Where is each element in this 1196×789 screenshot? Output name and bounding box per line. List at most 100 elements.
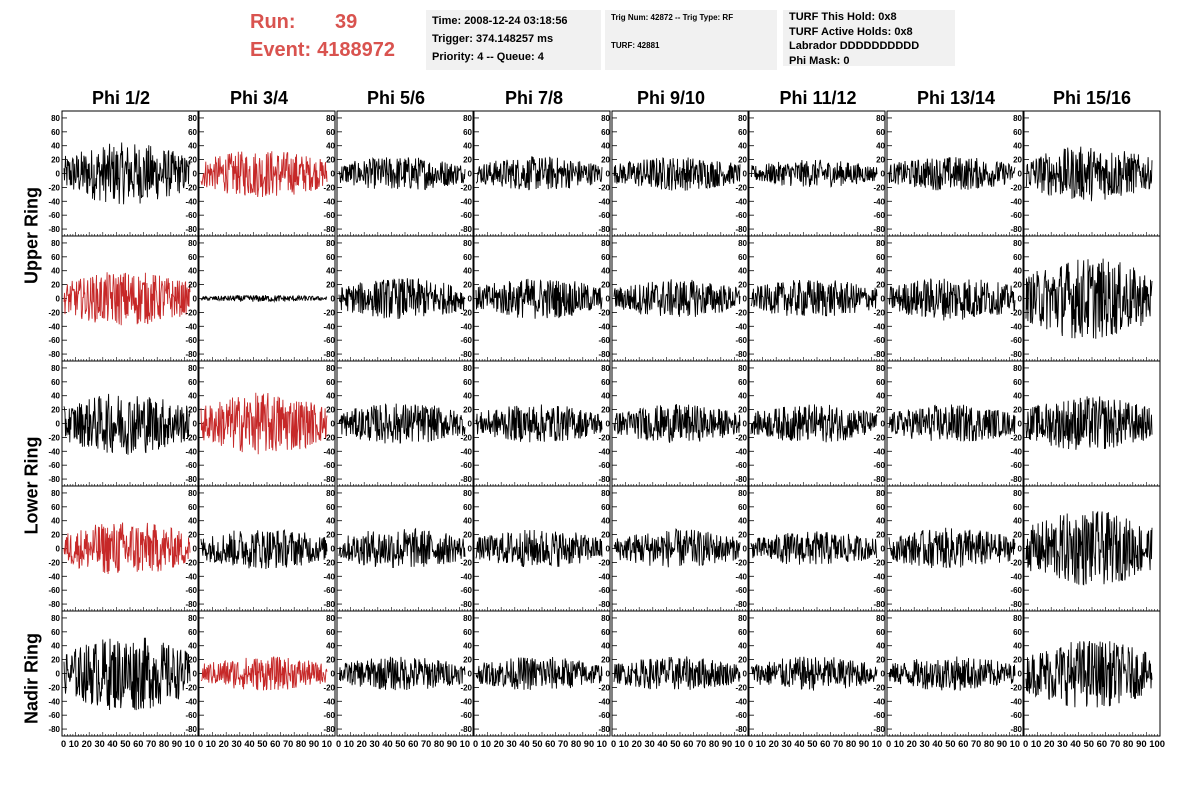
y-tick-label: 60 xyxy=(188,503,197,512)
panel-r4-c0: -80 -60 -40 -20 0 20 40 60 80 xyxy=(48,610,199,737)
y-tick-label: 0 xyxy=(331,295,336,304)
y-tick-label: 0 xyxy=(193,670,198,679)
panel-r3-c3: -80 -60 -40 -20 0 20 40 60 80 xyxy=(460,485,611,612)
panel-r1-c7: -80 -60 -40 -20 0 20 40 60 80 xyxy=(1010,235,1161,362)
y-tick-label: -40 xyxy=(598,197,610,206)
y-tick-label: 0 xyxy=(606,170,611,179)
y-tick-label: 20 xyxy=(326,156,335,165)
y-tick-label: 80 xyxy=(51,114,60,123)
y-tick-label: 40 xyxy=(326,517,335,526)
y-tick-label: -80 xyxy=(460,350,472,359)
y-tick-label: -20 xyxy=(460,558,472,567)
y-tick-label: -40 xyxy=(873,697,885,706)
y-tick-label: -20 xyxy=(735,308,747,317)
y-tick-label: 80 xyxy=(601,114,610,123)
waveform-trace xyxy=(475,156,603,191)
y-tick-label: -40 xyxy=(48,322,60,331)
y-tick-label: 0 xyxy=(193,420,198,429)
column-title-phi-11-12: Phi 11/12 xyxy=(779,88,857,108)
run-label: Run: xyxy=(250,11,296,33)
y-tick-label: 60 xyxy=(188,378,197,387)
column-title-phi-13-14: Phi 13/14 xyxy=(916,88,996,108)
column-title-phi-7-8: Phi 7/8 xyxy=(504,88,564,108)
y-tick-label: 0 xyxy=(468,670,473,679)
y-tick-label: 40 xyxy=(463,517,472,526)
y-tick-label: 0 xyxy=(56,670,61,679)
y-tick-label: -80 xyxy=(460,225,472,234)
waveform-trace xyxy=(613,528,741,568)
y-tick-label: -20 xyxy=(185,308,197,317)
y-tick-label: 80 xyxy=(876,364,885,373)
y-tick-label: 0 xyxy=(881,420,886,429)
y-tick-label: -80 xyxy=(460,600,472,609)
waveform-trace xyxy=(888,527,1016,569)
y-tick-label: 0 xyxy=(331,670,336,679)
column-title-phi-5-6: Phi 5/6 xyxy=(366,88,426,108)
y-tick-label: -60 xyxy=(185,336,197,345)
y-tick-label: -40 xyxy=(873,197,885,206)
y-tick-label: 0 xyxy=(193,295,198,304)
y-tick-label: 20 xyxy=(601,531,610,540)
x-tick-labels: 0 10 20 30 40 50 60 70 80 90 10 xyxy=(886,739,1020,749)
turf-active-holds-text: TURF Active Holds: 0x8 xyxy=(789,25,913,38)
y-tick-label: 60 xyxy=(601,378,610,387)
y-tick-label: -80 xyxy=(185,475,197,484)
y-tick-label: 0 xyxy=(743,545,748,554)
y-tick-label: 40 xyxy=(51,392,60,401)
y-tick-label: -40 xyxy=(185,447,197,456)
y-tick-label: 60 xyxy=(463,128,472,137)
y-tick-label: 20 xyxy=(738,156,747,165)
panel-r3-c6: -80 -60 -40 -20 0 20 40 60 80 xyxy=(873,485,1024,612)
y-tick-label: -20 xyxy=(48,683,60,692)
y-tick-label: -80 xyxy=(735,475,747,484)
y-tick-label: -80 xyxy=(598,475,610,484)
event-value: 4188972 xyxy=(317,39,395,61)
y-tick-label: 60 xyxy=(601,503,610,512)
y-tick-label: -40 xyxy=(1010,447,1022,456)
y-tick-label: -60 xyxy=(873,711,885,720)
y-tick-label: 80 xyxy=(326,239,335,248)
y-tick-label: 80 xyxy=(51,489,60,498)
y-tick-label: -40 xyxy=(185,572,197,581)
y-tick-label: -40 xyxy=(48,572,60,581)
event-row: Event: 4188972 xyxy=(250,36,420,64)
y-tick-label: -60 xyxy=(48,336,60,345)
y-tick-label: 80 xyxy=(1013,614,1022,623)
waveform-trace xyxy=(475,529,603,568)
time-text: Time: 2008-12-24 03:18:56 xyxy=(432,15,568,27)
y-tick-label: 80 xyxy=(876,614,885,623)
y-tick-label: -40 xyxy=(460,697,472,706)
y-tick-label: 0 xyxy=(331,545,336,554)
waveform-trace xyxy=(338,527,466,569)
y-tick-label: 40 xyxy=(188,517,197,526)
y-tick-label: -60 xyxy=(460,211,472,220)
y-tick-label: 0 xyxy=(743,420,748,429)
y-tick-label: 80 xyxy=(1013,364,1022,373)
y-tick-label: 60 xyxy=(1013,253,1022,262)
y-tick-label: 20 xyxy=(876,281,885,290)
y-tick-label: 60 xyxy=(463,628,472,637)
y-tick-label: -20 xyxy=(598,308,610,317)
panel-r0-c3: -80 -60 -40 -20 0 20 40 60 80 xyxy=(460,110,611,237)
panel-r3-c0: -80 -60 -40 -20 0 20 40 60 80 xyxy=(48,485,199,612)
run-event-box: Run: 39 Event: 4188972 xyxy=(250,8,420,64)
y-tick-label: -80 xyxy=(598,725,610,734)
waveform-trace xyxy=(63,272,191,326)
panel-r1-c1: -80 -60 -40 -20 0 20 40 60 80 xyxy=(185,235,336,362)
y-tick-label: 40 xyxy=(601,517,610,526)
waveform-trace xyxy=(1025,396,1153,450)
waveform-trace xyxy=(888,278,1016,321)
y-tick-label: -80 xyxy=(735,225,747,234)
y-tick-label: 60 xyxy=(51,128,60,137)
y-tick-label: 60 xyxy=(601,628,610,637)
y-tick-label: 80 xyxy=(876,114,885,123)
y-tick-label: -20 xyxy=(735,683,747,692)
waveform-trace xyxy=(1025,258,1153,339)
y-tick-label: 20 xyxy=(188,656,197,665)
turf-this-hold-text: TURF This Hold: 0x8 xyxy=(789,11,897,23)
y-tick-label: 60 xyxy=(1013,628,1022,637)
trigger-text: Trigger: 374.148257 ms xyxy=(432,33,554,45)
time-trigger-panel: Time: 2008-12-24 03:18:56 Trigger: 374.1… xyxy=(426,10,601,70)
y-tick-label: -40 xyxy=(1010,197,1022,206)
y-tick-label: 60 xyxy=(51,378,60,387)
